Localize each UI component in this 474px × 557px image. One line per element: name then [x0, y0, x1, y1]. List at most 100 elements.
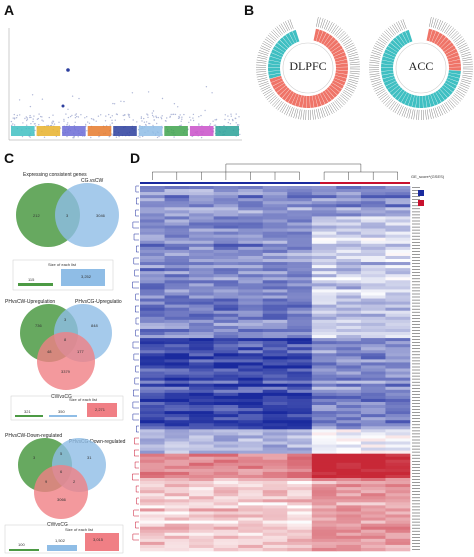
heatmap-cell — [164, 268, 190, 272]
ring-segment — [281, 89, 292, 101]
gene-label-tick — [408, 108, 412, 119]
heatmap-cell — [164, 335, 190, 339]
heatmap-cell — [385, 493, 411, 497]
scatter-point — [25, 116, 27, 118]
heatmap-cell — [262, 505, 288, 509]
heatmap-cell — [336, 335, 362, 339]
heatmap-cell — [311, 389, 337, 394]
heatmap-cell — [238, 189, 264, 193]
scatter-point — [16, 114, 18, 117]
heatmap-cell — [262, 502, 288, 506]
heatmap-cell — [140, 411, 165, 415]
heatmap-cell — [311, 371, 337, 375]
heatmap-cell — [287, 471, 313, 476]
heatmap-cell — [336, 262, 362, 266]
scatter-point — [230, 115, 232, 117]
heatmap-cell — [336, 432, 362, 436]
gene-label-tick — [262, 43, 272, 49]
heatmap-cell — [336, 234, 362, 239]
heatmap-cell — [238, 271, 264, 275]
heatmap-cell — [360, 414, 386, 418]
gene-label-tick — [370, 57, 380, 60]
heatmap-cell — [238, 456, 264, 461]
heatmap-cell — [189, 365, 214, 369]
heatmap-cell — [262, 408, 288, 412]
heatmap-cell — [213, 347, 239, 351]
heatmap-cell — [336, 541, 362, 546]
scatter-point — [26, 117, 28, 119]
heatmap-cell — [238, 459, 264, 464]
gene-label-tick — [370, 77, 381, 81]
ring-segment — [442, 42, 454, 52]
heatmap-cell — [262, 465, 288, 470]
heatmap-cell — [262, 414, 288, 418]
heatmap-cell — [262, 237, 288, 242]
ring-segment — [441, 84, 453, 95]
heatmap-cell — [360, 547, 386, 552]
heatmap-cell — [213, 432, 239, 436]
heatmap-cell — [189, 319, 214, 324]
heatmap-cell — [140, 517, 165, 521]
scatter-point — [36, 118, 39, 121]
ring-segment — [445, 48, 458, 57]
heatmap-cell — [164, 459, 190, 464]
heatmap-cell — [189, 496, 214, 500]
dendro-branch — [132, 281, 139, 289]
heatmap-cell — [336, 195, 362, 199]
gene-label-tick — [258, 81, 269, 85]
gene-label-tick — [382, 96, 391, 104]
gene-label-tick — [445, 101, 452, 111]
heatmap-cell — [287, 259, 313, 263]
scatter-point — [52, 121, 55, 123]
scatter-point — [30, 116, 32, 119]
heatmap-cell — [213, 420, 239, 424]
scatter-point — [148, 122, 150, 125]
dendro-branch — [136, 425, 139, 433]
heatmap-cell — [164, 468, 190, 473]
heatmap-cell — [164, 405, 190, 409]
heatmap-cell — [336, 268, 362, 272]
heatmap-cell — [213, 307, 239, 312]
heatmap-cell — [140, 204, 165, 208]
ring-segment — [435, 90, 445, 103]
gene-label-tick — [371, 81, 382, 85]
gene-label-tick — [371, 52, 381, 56]
gene-label-tick — [377, 38, 387, 45]
ring-segment — [447, 55, 460, 62]
heatmap-cell — [189, 368, 214, 372]
heatmap-cell — [336, 538, 362, 543]
heatmap-cell — [360, 344, 386, 348]
heatmap-cell — [189, 408, 214, 412]
heatmap-cell — [213, 271, 239, 275]
scatter-point — [115, 136, 118, 138]
venn3-left-label: PHvsCW-Down-regulated — [5, 433, 62, 439]
heatmap-cell — [336, 295, 362, 299]
heatmap-cell — [287, 432, 313, 436]
heatmap-cell — [189, 514, 214, 518]
heatmap-cell — [262, 243, 288, 248]
heatmap-cell — [336, 325, 362, 330]
heatmap-cell — [140, 453, 165, 458]
heatmap-cell — [311, 262, 337, 266]
dendro-branch — [135, 329, 139, 337]
heatmap-cell — [311, 319, 337, 324]
heatmap-cell — [213, 520, 239, 524]
heatmap-cell — [140, 496, 165, 500]
heatmap-cell — [213, 414, 239, 418]
heatmap-cell — [287, 283, 313, 287]
scatter-point — [78, 97, 80, 100]
heatmap-cell — [311, 344, 337, 348]
scatter-point — [111, 122, 114, 124]
heatmap-cell — [385, 478, 411, 482]
dendro-branch — [134, 461, 139, 469]
heatmap-cell — [336, 344, 362, 348]
panel-label-a: A — [4, 2, 15, 18]
gene-label-tick — [440, 22, 446, 32]
heatmap-cell — [238, 520, 264, 524]
heatmap-cell — [140, 535, 165, 540]
heatmap-cell — [238, 453, 264, 458]
heatmap-cell — [238, 505, 264, 509]
ring-segment — [390, 39, 402, 51]
gene-label-tick — [459, 84, 469, 89]
heatmap-cell — [385, 301, 411, 305]
